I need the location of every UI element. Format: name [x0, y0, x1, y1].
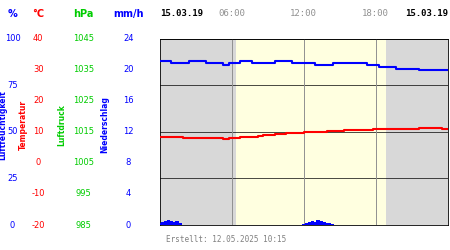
Bar — [314, 222, 317, 225]
Text: 1025: 1025 — [73, 96, 94, 105]
Text: 0: 0 — [36, 158, 41, 168]
Text: 15.03.19: 15.03.19 — [160, 9, 203, 18]
Text: 12: 12 — [123, 127, 134, 136]
Bar — [310, 221, 314, 225]
Bar — [305, 223, 308, 225]
Bar — [325, 223, 328, 225]
Bar — [166, 220, 170, 225]
Text: Niederschlag: Niederschlag — [100, 96, 109, 154]
Text: Luftfeuchtigkeit: Luftfeuchtigkeit — [0, 90, 7, 160]
Text: 8: 8 — [126, 158, 131, 168]
Text: 25: 25 — [7, 174, 18, 183]
Text: 10: 10 — [33, 127, 44, 136]
Bar — [172, 222, 176, 225]
Text: -20: -20 — [32, 220, 45, 230]
Bar — [308, 222, 311, 225]
Text: 1035: 1035 — [73, 65, 94, 74]
Bar — [328, 223, 331, 225]
Text: 24: 24 — [123, 34, 134, 43]
Text: 985: 985 — [75, 220, 91, 230]
Text: 4: 4 — [126, 190, 131, 198]
Text: 1045: 1045 — [73, 34, 94, 43]
Bar — [236, 39, 386, 225]
Bar — [331, 224, 334, 225]
Bar — [176, 221, 179, 225]
Bar — [164, 221, 167, 225]
Text: Luftdruck: Luftdruck — [58, 104, 67, 146]
Text: hPa: hPa — [73, 8, 94, 18]
Bar — [302, 224, 306, 225]
Bar — [178, 223, 182, 225]
Text: 0: 0 — [10, 220, 15, 230]
Bar — [322, 222, 326, 225]
Text: 20: 20 — [123, 65, 134, 74]
Bar — [158, 223, 162, 225]
Bar — [161, 222, 164, 225]
Text: 15.03.19: 15.03.19 — [405, 9, 448, 18]
Text: 18:00: 18:00 — [362, 9, 389, 18]
Text: 995: 995 — [76, 190, 91, 198]
Text: 1005: 1005 — [73, 158, 94, 168]
Text: 06:00: 06:00 — [218, 9, 245, 18]
Text: °C: °C — [32, 8, 44, 18]
Text: 16: 16 — [123, 96, 134, 105]
Bar — [320, 221, 323, 225]
Text: 1015: 1015 — [73, 127, 94, 136]
Bar — [316, 220, 320, 225]
Text: mm/h: mm/h — [113, 8, 144, 18]
Text: -10: -10 — [32, 190, 45, 198]
Text: 20: 20 — [33, 96, 44, 105]
Bar — [170, 221, 173, 225]
Text: %: % — [8, 8, 18, 18]
Text: 12:00: 12:00 — [290, 9, 317, 18]
Text: 75: 75 — [7, 81, 18, 90]
Text: Temperatur: Temperatur — [19, 100, 28, 150]
Text: 30: 30 — [33, 65, 44, 74]
Text: Erstellt: 12.05.2025 10:15: Erstellt: 12.05.2025 10:15 — [166, 235, 286, 244]
Text: 0: 0 — [126, 220, 131, 230]
Text: 40: 40 — [33, 34, 44, 43]
Text: 100: 100 — [4, 34, 21, 43]
Text: 50: 50 — [7, 127, 18, 136]
